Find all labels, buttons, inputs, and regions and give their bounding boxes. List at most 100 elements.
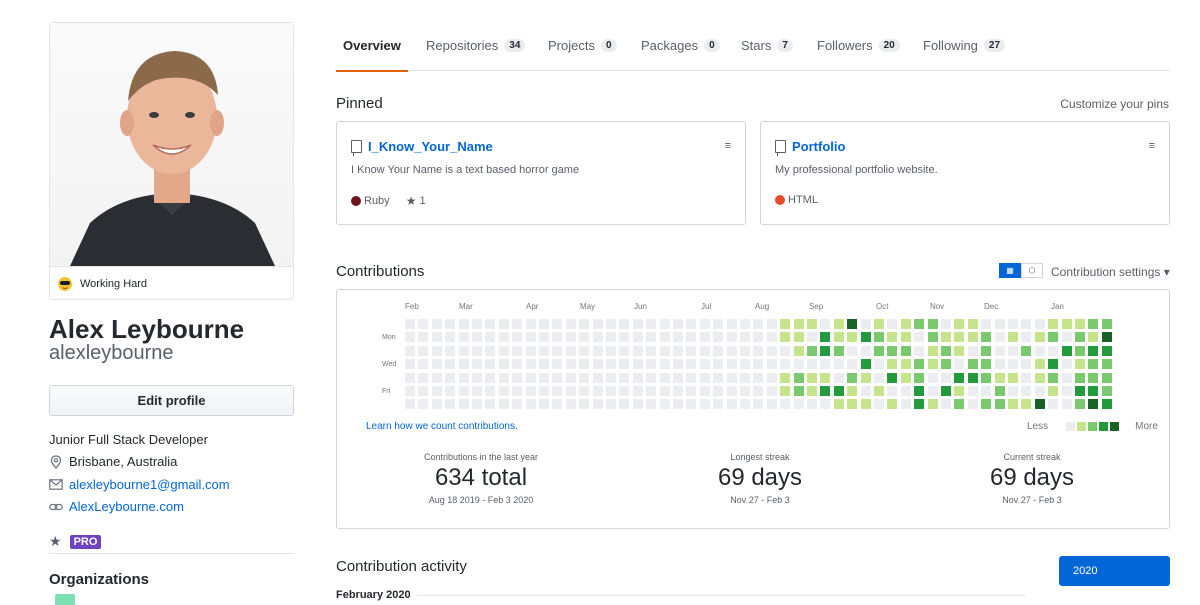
contribution-day-cell[interactable] bbox=[659, 332, 670, 343]
contribution-day-cell[interactable] bbox=[552, 399, 563, 410]
contribution-day-cell[interactable] bbox=[1075, 319, 1085, 329]
grid-view-icon[interactable]: ▦ bbox=[999, 263, 1021, 278]
contribution-day-cell[interactable] bbox=[525, 386, 536, 396]
contribution-day-cell[interactable] bbox=[632, 345, 643, 356]
contribution-day-cell[interactable] bbox=[606, 386, 616, 396]
contribution-day-cell[interactable] bbox=[914, 386, 925, 396]
contribution-day-cell[interactable] bbox=[458, 399, 469, 410]
contribution-day-cell[interactable] bbox=[686, 372, 697, 383]
contribution-day-cell[interactable] bbox=[699, 399, 710, 410]
contribution-day-cell[interactable] bbox=[472, 332, 482, 343]
contribution-day-cell[interactable] bbox=[807, 332, 817, 343]
contribution-day-cell[interactable] bbox=[954, 399, 965, 410]
contribution-settings-dropdown[interactable]: Contribution settings ▾ bbox=[1051, 265, 1170, 279]
contribution-day-cell[interactable] bbox=[1075, 399, 1085, 410]
contribution-day-cell[interactable] bbox=[753, 332, 764, 343]
contribution-day-cell[interactable] bbox=[847, 386, 858, 396]
contribution-day-cell[interactable] bbox=[914, 332, 925, 343]
contribution-day-cell[interactable] bbox=[941, 332, 951, 343]
contribution-day-cell[interactable] bbox=[565, 345, 576, 356]
contribution-day-cell[interactable] bbox=[1048, 332, 1059, 343]
contribution-day-cell[interactable] bbox=[592, 332, 603, 343]
contribution-day-cell[interactable] bbox=[860, 372, 871, 383]
contribution-day-cell[interactable] bbox=[1021, 332, 1032, 343]
contribution-day-cell[interactable] bbox=[405, 332, 415, 343]
contribution-day-cell[interactable] bbox=[753, 399, 764, 410]
contribution-day-cell[interactable] bbox=[512, 372, 523, 383]
contribution-day-cell[interactable] bbox=[967, 386, 978, 396]
contribution-day-cell[interactable] bbox=[1088, 399, 1099, 410]
contribution-day-cell[interactable] bbox=[887, 319, 898, 329]
contribution-day-cell[interactable] bbox=[780, 399, 791, 410]
contribution-day-cell[interactable] bbox=[1034, 345, 1045, 356]
contribution-day-cell[interactable] bbox=[807, 399, 817, 410]
contribution-day-cell[interactable] bbox=[967, 319, 978, 329]
contribution-day-cell[interactable] bbox=[552, 359, 563, 370]
contribution-day-cell[interactable] bbox=[686, 359, 697, 370]
contribution-day-cell[interactable] bbox=[954, 319, 965, 329]
contribution-day-cell[interactable] bbox=[954, 345, 965, 356]
contribution-day-cell[interactable] bbox=[686, 399, 697, 410]
contribution-day-cell[interactable] bbox=[914, 359, 925, 370]
contribution-day-cell[interactable] bbox=[539, 345, 549, 356]
email-link[interactable]: alexleybourne1@gmail.com bbox=[69, 477, 230, 492]
contribution-day-cell[interactable] bbox=[431, 345, 442, 356]
contribution-day-cell[interactable] bbox=[981, 386, 992, 396]
contribution-day-cell[interactable] bbox=[699, 319, 710, 329]
contribution-day-cell[interactable] bbox=[954, 332, 965, 343]
contribution-day-cell[interactable] bbox=[498, 359, 509, 370]
stargazers-link[interactable]: ★ 1 bbox=[406, 194, 426, 208]
contribution-day-cell[interactable] bbox=[1021, 359, 1032, 370]
avatar-card[interactable]: Working Hard bbox=[49, 22, 294, 300]
contribution-day-cell[interactable] bbox=[1034, 399, 1045, 410]
contribution-day-cell[interactable] bbox=[632, 359, 643, 370]
contribution-day-cell[interactable] bbox=[994, 372, 1005, 383]
contribution-day-cell[interactable] bbox=[900, 359, 911, 370]
contribution-day-cell[interactable] bbox=[619, 319, 630, 329]
contribution-day-cell[interactable] bbox=[820, 345, 831, 356]
contribution-day-cell[interactable] bbox=[766, 359, 777, 370]
contribution-day-cell[interactable] bbox=[753, 345, 764, 356]
contribution-day-cell[interactable] bbox=[539, 386, 549, 396]
contribution-day-cell[interactable] bbox=[713, 399, 724, 410]
contribution-day-cell[interactable] bbox=[458, 345, 469, 356]
contribution-day-cell[interactable] bbox=[887, 372, 898, 383]
contribution-day-cell[interactable] bbox=[1008, 319, 1018, 329]
contribution-day-cell[interactable] bbox=[485, 399, 496, 410]
contribution-day-cell[interactable] bbox=[1061, 399, 1072, 410]
contribution-day-cell[interactable] bbox=[525, 372, 536, 383]
contribution-day-cell[interactable] bbox=[632, 386, 643, 396]
contribution-day-cell[interactable] bbox=[592, 345, 603, 356]
website-link[interactable]: AlexLeybourne.com bbox=[69, 499, 184, 514]
contribution-day-cell[interactable] bbox=[1075, 332, 1085, 343]
contribution-day-cell[interactable] bbox=[1034, 319, 1045, 329]
contribution-day-cell[interactable] bbox=[726, 345, 737, 356]
contribution-day-cell[interactable] bbox=[525, 399, 536, 410]
contribution-day-cell[interactable] bbox=[1061, 345, 1072, 356]
contribution-day-cell[interactable] bbox=[726, 386, 737, 396]
contribution-day-cell[interactable] bbox=[498, 399, 509, 410]
contribution-day-cell[interactable] bbox=[807, 359, 817, 370]
contribution-day-cell[interactable] bbox=[418, 399, 429, 410]
contribution-day-cell[interactable] bbox=[914, 319, 925, 329]
contribution-day-cell[interactable] bbox=[833, 319, 844, 329]
contribution-day-cell[interactable] bbox=[1101, 399, 1112, 410]
contribution-day-cell[interactable] bbox=[606, 372, 616, 383]
contribution-day-cell[interactable] bbox=[967, 372, 978, 383]
contribution-day-cell[interactable] bbox=[431, 359, 442, 370]
contribution-day-cell[interactable] bbox=[485, 332, 496, 343]
contribution-day-cell[interactable] bbox=[1088, 332, 1099, 343]
contribution-day-cell[interactable] bbox=[927, 319, 938, 329]
contribution-day-cell[interactable] bbox=[512, 386, 523, 396]
contribution-day-cell[interactable] bbox=[485, 386, 496, 396]
contribution-day-cell[interactable] bbox=[820, 359, 831, 370]
contribution-day-cell[interactable] bbox=[659, 319, 670, 329]
organization-avatar[interactable] bbox=[55, 594, 75, 605]
contribution-day-cell[interactable] bbox=[673, 399, 683, 410]
contribution-day-cell[interactable] bbox=[1075, 386, 1085, 396]
contribution-day-cell[interactable] bbox=[820, 332, 831, 343]
contribution-day-cell[interactable] bbox=[833, 332, 844, 343]
contribution-day-cell[interactable] bbox=[874, 372, 884, 383]
contribution-day-cell[interactable] bbox=[539, 372, 549, 383]
contribution-day-cell[interactable] bbox=[472, 386, 482, 396]
